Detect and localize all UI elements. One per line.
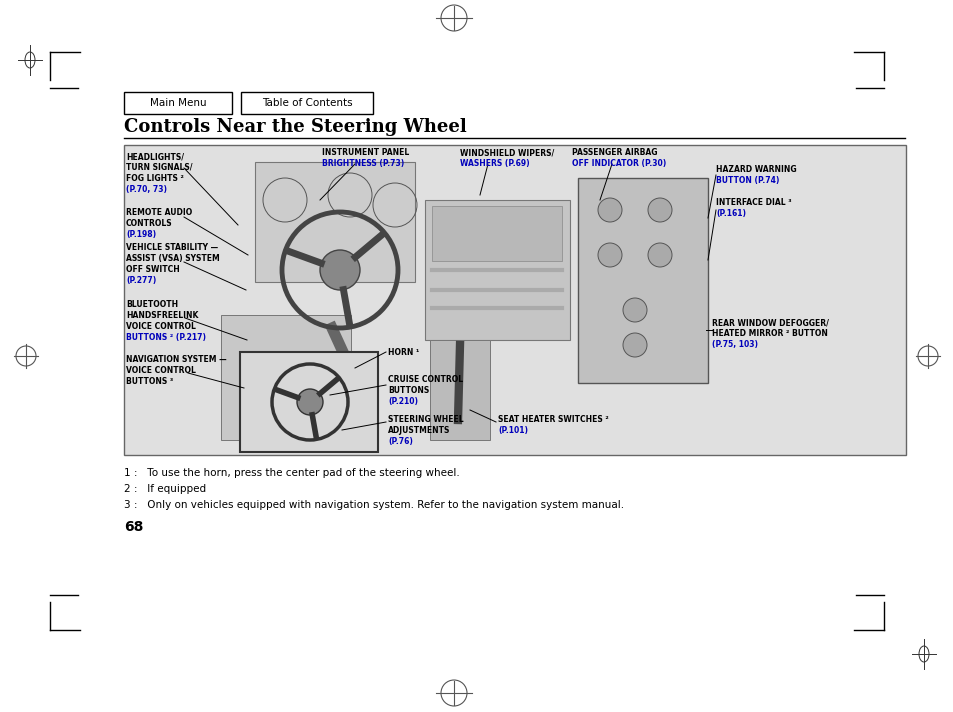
Text: OFF INDICATOR (P.30): OFF INDICATOR (P.30)	[572, 159, 665, 168]
Text: VOICE CONTROL: VOICE CONTROL	[126, 366, 195, 375]
Text: HEATED MIRROR ² BUTTON: HEATED MIRROR ² BUTTON	[711, 329, 827, 338]
Text: BLUETOOTH: BLUETOOTH	[126, 300, 178, 309]
Text: CONTROLS: CONTROLS	[126, 219, 172, 228]
Bar	[578, 178, 707, 383]
Text: (P.101): (P.101)	[497, 426, 527, 435]
Text: 68: 68	[124, 520, 143, 534]
Text: WASHERS (P.69): WASHERS (P.69)	[459, 159, 529, 168]
Text: VOICE CONTROL: VOICE CONTROL	[126, 322, 195, 331]
Bar	[430, 340, 490, 440]
Text: TURN SIGNALS/: TURN SIGNALS/	[126, 163, 193, 172]
Text: Table of Contents: Table of Contents	[261, 98, 352, 108]
Circle shape	[296, 389, 323, 415]
Circle shape	[598, 198, 621, 222]
Text: (P.210): (P.210)	[388, 397, 417, 406]
Text: REAR WINDOW DEFOGGER/: REAR WINDOW DEFOGGER/	[711, 318, 828, 327]
Circle shape	[598, 243, 621, 267]
Text: HANDSFREELINK: HANDSFREELINK	[126, 311, 198, 320]
Bar	[124, 145, 905, 455]
Text: (P.70, 73): (P.70, 73)	[126, 185, 167, 194]
Text: HEADLIGHTS/: HEADLIGHTS/	[126, 152, 184, 161]
Text: BUTTONS ³: BUTTONS ³	[126, 377, 173, 386]
Text: WINDSHIELD WIPERS/: WINDSHIELD WIPERS/	[459, 148, 554, 157]
Text: BUTTON (P.74): BUTTON (P.74)	[716, 176, 779, 185]
Text: BRIGHTNESS (P.73): BRIGHTNESS (P.73)	[322, 159, 404, 168]
Text: BUTTONS: BUTTONS	[388, 386, 429, 395]
Bar	[240, 352, 377, 452]
Text: 1 :   To use the horn, press the center pad of the steering wheel.: 1 : To use the horn, press the center pa…	[124, 468, 459, 478]
Text: INTERFACE DIAL ³: INTERFACE DIAL ³	[716, 198, 791, 207]
Text: (P.161): (P.161)	[716, 209, 745, 218]
Text: FOG LIGHTS ²: FOG LIGHTS ²	[126, 174, 184, 183]
Text: Main Menu: Main Menu	[150, 98, 206, 108]
Text: HAZARD WARNING: HAZARD WARNING	[716, 165, 796, 174]
Circle shape	[622, 333, 646, 357]
Text: (P.76): (P.76)	[388, 437, 413, 446]
Text: PASSENGER AIRBAG: PASSENGER AIRBAG	[572, 148, 657, 157]
Bar	[124, 92, 232, 114]
Text: 3 :   Only on vehicles equipped with navigation system. Refer to the navigation : 3 : Only on vehicles equipped with navig…	[124, 500, 623, 510]
Text: ASSIST (VSA) SYSTEM: ASSIST (VSA) SYSTEM	[126, 254, 219, 263]
Text: OFF SWITCH: OFF SWITCH	[126, 265, 179, 274]
Text: STEERING WHEEL: STEERING WHEEL	[388, 415, 463, 424]
Text: NAVIGATION SYSTEM —: NAVIGATION SYSTEM —	[126, 355, 227, 364]
Circle shape	[647, 243, 671, 267]
Bar	[432, 206, 561, 261]
Circle shape	[622, 298, 646, 322]
Text: BUTTONS ² (P.217): BUTTONS ² (P.217)	[126, 333, 206, 342]
Text: (P.198): (P.198)	[126, 230, 156, 239]
Text: Controls Near the Steering Wheel: Controls Near the Steering Wheel	[124, 118, 466, 136]
Bar	[221, 315, 351, 440]
Text: SEAT HEATER SWITCHES ²: SEAT HEATER SWITCHES ²	[497, 415, 608, 424]
Text: 2 :   If equipped: 2 : If equipped	[124, 484, 206, 494]
Circle shape	[319, 250, 359, 290]
Text: (P.277): (P.277)	[126, 276, 156, 285]
Text: HORN ¹: HORN ¹	[388, 348, 419, 357]
Text: (P.75, 103): (P.75, 103)	[711, 340, 758, 349]
Text: VEHICLE STABILITY —: VEHICLE STABILITY —	[126, 243, 218, 252]
Bar	[254, 162, 415, 282]
Text: ADJUSTMENTS: ADJUSTMENTS	[388, 426, 450, 435]
Circle shape	[647, 198, 671, 222]
Text: CRUISE CONTROL: CRUISE CONTROL	[388, 375, 462, 384]
Bar	[424, 200, 569, 340]
Text: REMOTE AUDIO: REMOTE AUDIO	[126, 208, 193, 217]
Bar	[241, 92, 373, 114]
Text: INSTRUMENT PANEL: INSTRUMENT PANEL	[322, 148, 409, 157]
